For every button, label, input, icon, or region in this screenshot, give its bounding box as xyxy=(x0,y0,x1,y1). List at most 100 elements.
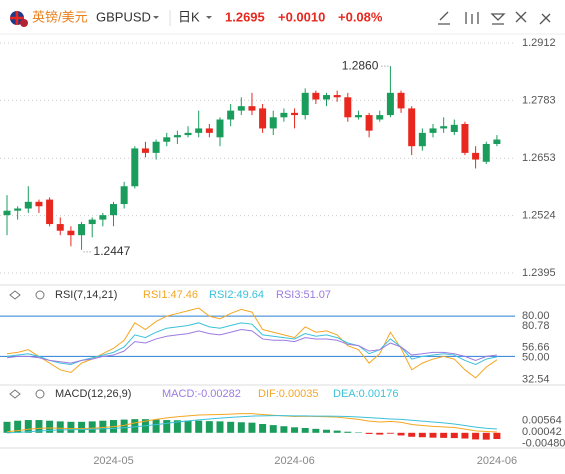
y-tick-label: 56.66 xyxy=(522,341,550,353)
candle-body xyxy=(440,126,448,129)
rsi-line xyxy=(6,329,497,364)
symbol[interactable]: GBPUSD xyxy=(96,9,151,24)
settings[interactable] xyxy=(539,13,551,25)
y-tick-label: 1.2524 xyxy=(522,210,556,222)
legend-entry: RSI2:49.64 xyxy=(209,289,264,301)
macd-bar xyxy=(184,420,192,433)
macd-bar xyxy=(205,421,213,433)
visibility-icon[interactable] xyxy=(9,389,21,399)
settings-icon[interactable] xyxy=(35,290,45,300)
y-tick-label: -0.00480 xyxy=(522,437,565,449)
legend-entry: RSI3:51.07 xyxy=(276,289,331,301)
macd-bar xyxy=(301,427,309,433)
change-pct: +0.08% xyxy=(338,9,383,24)
price: 1.2695 xyxy=(225,9,265,24)
y-tick-label: 50.00 xyxy=(522,351,550,363)
candle-body xyxy=(482,143,490,162)
macd-bar xyxy=(365,432,373,434)
fullscreen[interactable] xyxy=(515,11,527,23)
x-tick-label: 2024-06 xyxy=(477,455,517,467)
macd-bar xyxy=(120,419,128,433)
macd-bar xyxy=(67,421,75,433)
macd-bar xyxy=(14,420,22,433)
macd-bar xyxy=(472,432,480,440)
candle-body xyxy=(472,152,480,160)
macd-bar xyxy=(291,427,299,433)
panel-title: MACD(12,26,9) xyxy=(55,388,131,400)
candle-body xyxy=(344,97,352,118)
visibility-icon[interactable] xyxy=(9,290,21,300)
candle-body xyxy=(99,215,107,220)
candle-body xyxy=(46,199,54,225)
candle-body xyxy=(67,230,75,236)
candle-body xyxy=(195,128,203,133)
x-tick-label: 2024-06 xyxy=(274,455,314,467)
macd-bar xyxy=(163,420,171,433)
macd-bar xyxy=(344,431,352,433)
macd-bar xyxy=(35,420,43,433)
period[interactable]: 日K xyxy=(178,9,200,24)
candle-body xyxy=(259,108,267,129)
y-tick-label: 80.00 xyxy=(522,310,550,322)
candle-body xyxy=(291,112,299,116)
candle-body xyxy=(35,201,43,207)
macd-bar xyxy=(248,422,256,433)
dropdown-arrow[interactable] xyxy=(206,16,212,19)
macd-bar xyxy=(88,421,96,433)
candle-body xyxy=(141,148,149,153)
macd-bar xyxy=(450,432,458,439)
rsi-line xyxy=(6,322,498,366)
candle-body xyxy=(418,132,426,147)
legend-entry: RSI1:47.46 xyxy=(143,289,198,301)
candle-body xyxy=(3,210,11,216)
panel-title: RSI(7,14,21) xyxy=(55,289,117,301)
min-label: 1.2447 xyxy=(94,244,131,258)
candle-body xyxy=(248,106,256,111)
candle-body xyxy=(131,148,139,187)
macd-bar xyxy=(216,421,224,433)
macd-bar xyxy=(397,432,405,436)
macd-bar xyxy=(408,432,416,437)
pair-name[interactable]: 英镑/美元 xyxy=(32,9,88,24)
macd-bar xyxy=(227,421,235,433)
y-tick-label: 1.2395 xyxy=(522,267,556,279)
macd-bar xyxy=(312,428,320,433)
macd-bar xyxy=(46,420,54,433)
macd-line xyxy=(6,413,497,433)
candle-body xyxy=(461,123,469,153)
y-tick-label: 0.00564 xyxy=(522,414,562,426)
candle-body xyxy=(205,128,213,133)
rsi-panel-icons xyxy=(9,290,45,300)
y-tick-label: 1.2783 xyxy=(522,94,556,106)
macd-bar xyxy=(333,430,341,433)
macd-bar xyxy=(429,432,437,438)
candle-body xyxy=(354,115,362,118)
legend-entry: DEA:0.00176 xyxy=(333,388,398,400)
compare-tool[interactable] xyxy=(490,13,506,25)
candle-body xyxy=(386,92,394,116)
macd-bar xyxy=(493,432,501,440)
candle-body xyxy=(493,139,501,144)
candle-body xyxy=(269,117,277,129)
macd-bar xyxy=(78,421,86,433)
macd-panel-icons xyxy=(9,389,45,399)
max-label: 1.2860 xyxy=(342,58,379,72)
candle-body xyxy=(376,115,384,120)
draw-tool[interactable] xyxy=(438,11,450,25)
candle-body xyxy=(24,201,32,209)
candle-body xyxy=(312,92,320,100)
macd-bar xyxy=(259,424,267,433)
settings-icon[interactable] xyxy=(35,389,45,399)
candle-body xyxy=(78,224,86,236)
toolbar xyxy=(438,11,551,25)
indicator-tool[interactable] xyxy=(465,12,479,24)
dropdown-arrow[interactable] xyxy=(153,16,159,19)
y-tick-label: 32.54 xyxy=(522,374,550,386)
candle-body xyxy=(152,141,160,153)
candle-body xyxy=(280,112,288,118)
candle-body xyxy=(120,186,128,205)
candle-body xyxy=(184,132,192,136)
x-tick-label: 2024-05 xyxy=(93,455,133,467)
macd-bar xyxy=(152,419,160,433)
